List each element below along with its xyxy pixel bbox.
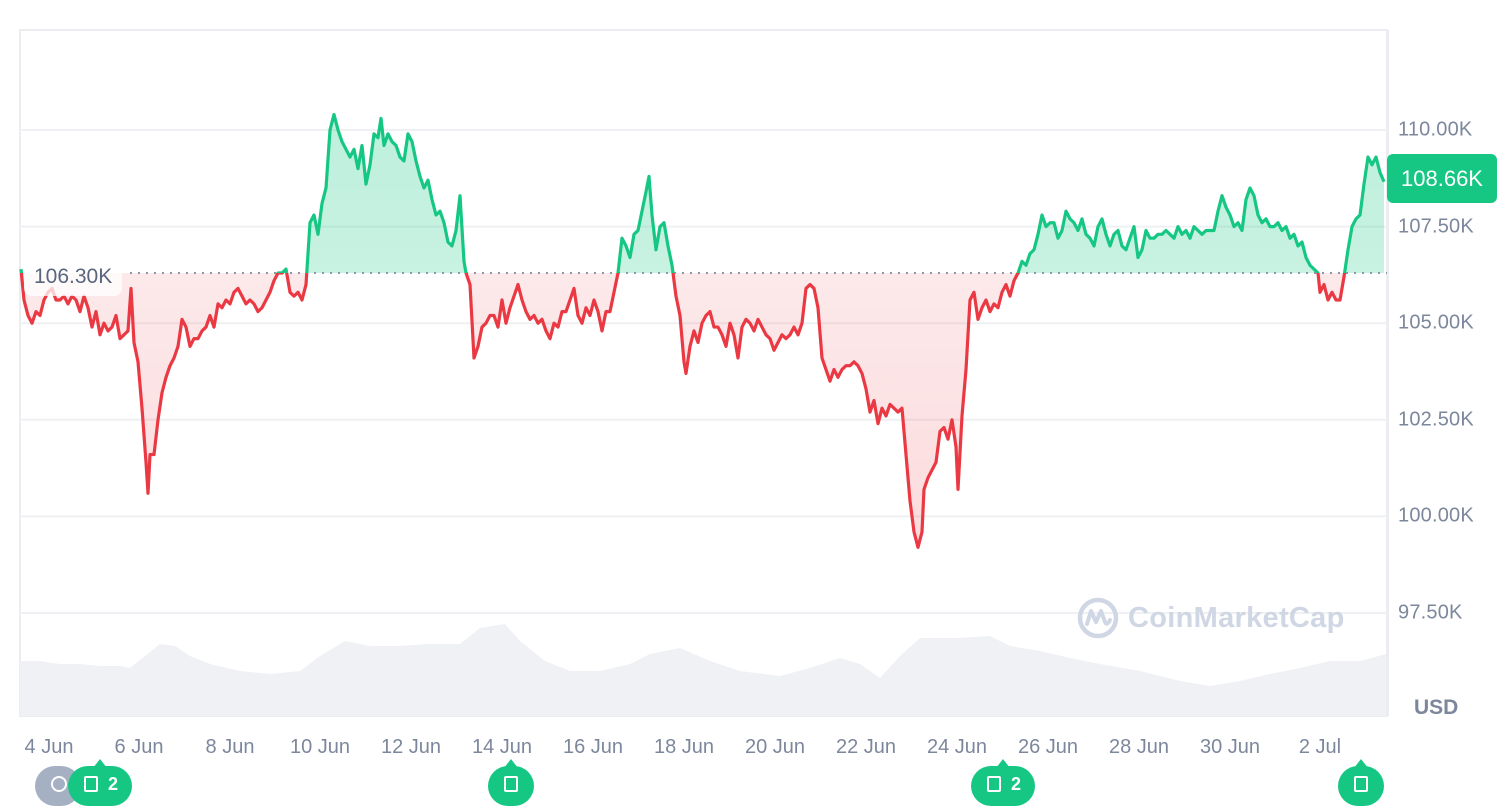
- x-tick-label: 4 Jun: [24, 736, 74, 758]
- news-event-marker[interactable]: [488, 766, 534, 806]
- x-tick-label: 16 Jun: [562, 736, 624, 758]
- price-area-below-baseline: [21, 272, 1384, 548]
- plot-frame: [19, 29, 1388, 717]
- coinmarketcap-logo-icon: [1077, 597, 1119, 639]
- price-chart-canvas[interactable]: [0, 0, 1510, 784]
- x-tick-label: 20 Jun: [744, 736, 806, 758]
- currency-label: USD: [1414, 696, 1459, 719]
- x-tick-label: 22 Jun: [835, 736, 897, 758]
- x-tick-label: 14 Jun: [471, 736, 533, 758]
- news-event-marker[interactable]: 2: [971, 766, 1035, 806]
- news-event-marker[interactable]: [1338, 766, 1384, 806]
- news-document-icon: [987, 776, 1001, 792]
- event-count: 2: [108, 774, 119, 794]
- x-tick-label: 8 Jun: [205, 736, 255, 758]
- y-tick-label: 105.00K: [1398, 311, 1474, 334]
- coinmarketcap-watermark: CoinMarketCap: [1076, 596, 1345, 640]
- price-line-down: [19, 272, 1347, 549]
- y-tick-label: 110.00K: [1398, 118, 1473, 141]
- y-tick-label: 97.50K: [1398, 601, 1463, 624]
- info-icon: [51, 776, 67, 792]
- x-tick-label: 26 Jun: [1017, 736, 1079, 758]
- x-tick-label: 18 Jun: [653, 736, 715, 758]
- news-document-icon: [84, 776, 98, 792]
- volume-area: [20, 624, 1386, 716]
- baseline-price-label: 106.30K: [24, 258, 123, 296]
- x-tick-label: 28 Jun: [1108, 736, 1170, 758]
- news-event-marker[interactable]: 2: [68, 766, 132, 806]
- watermark-text: CoinMarketCap: [1128, 601, 1345, 634]
- x-tick-label: 12 Jun: [380, 736, 442, 758]
- x-tick-label: 30 Jun: [1199, 736, 1261, 758]
- price-line-up: [19, 112, 1386, 273]
- x-tick-label: 6 Jun: [114, 736, 164, 758]
- y-tick-label: 107.50K: [1398, 215, 1474, 238]
- event-count: 2: [1011, 774, 1022, 794]
- y-tick-label: 102.50K: [1398, 408, 1474, 431]
- current-price-badge: 108.66K: [1387, 154, 1497, 203]
- news-document-icon: [1354, 776, 1368, 792]
- news-document-icon: [504, 776, 518, 792]
- x-tick-label: 2 Jul: [1298, 736, 1342, 758]
- x-tick-label: 10 Jun: [289, 736, 351, 758]
- x-tick-label: 24 Jun: [926, 736, 988, 758]
- y-tick-label: 100.00K: [1398, 504, 1474, 527]
